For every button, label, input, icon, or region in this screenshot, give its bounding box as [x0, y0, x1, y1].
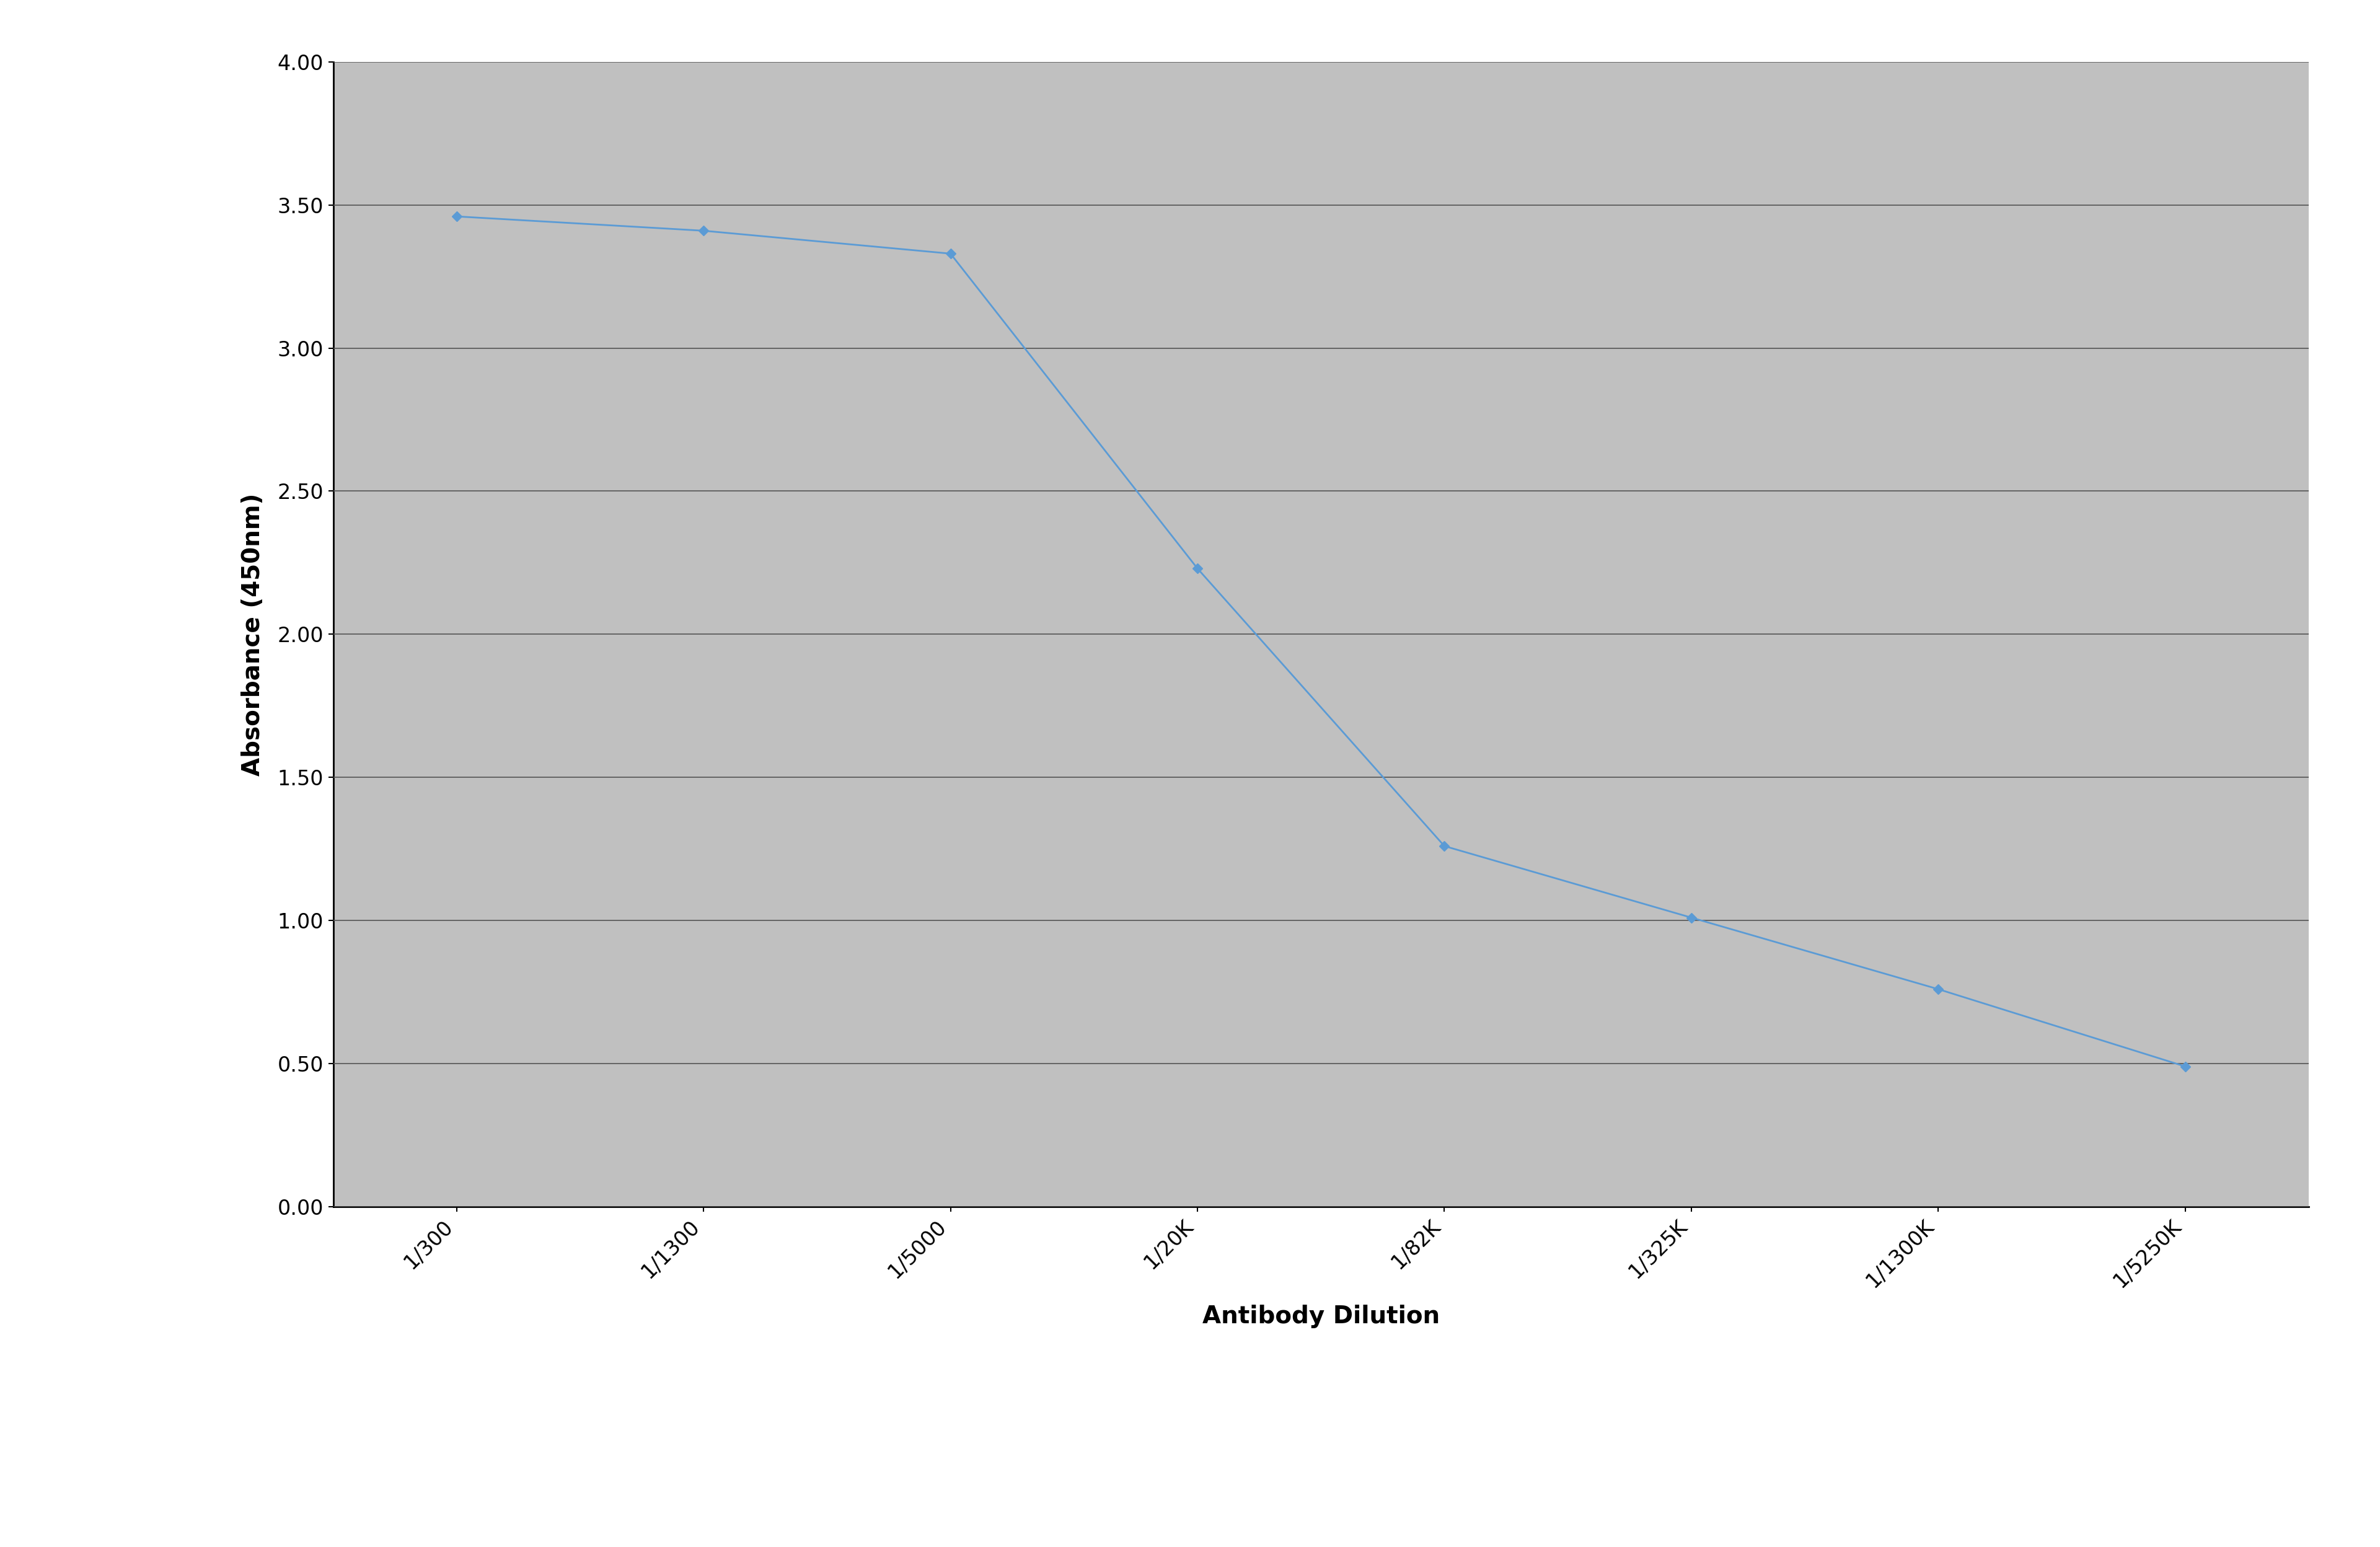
- Y-axis label: Absorbance (450nm): Absorbance (450nm): [240, 493, 264, 775]
- X-axis label: Antibody Dilution: Antibody Dilution: [1202, 1304, 1440, 1329]
